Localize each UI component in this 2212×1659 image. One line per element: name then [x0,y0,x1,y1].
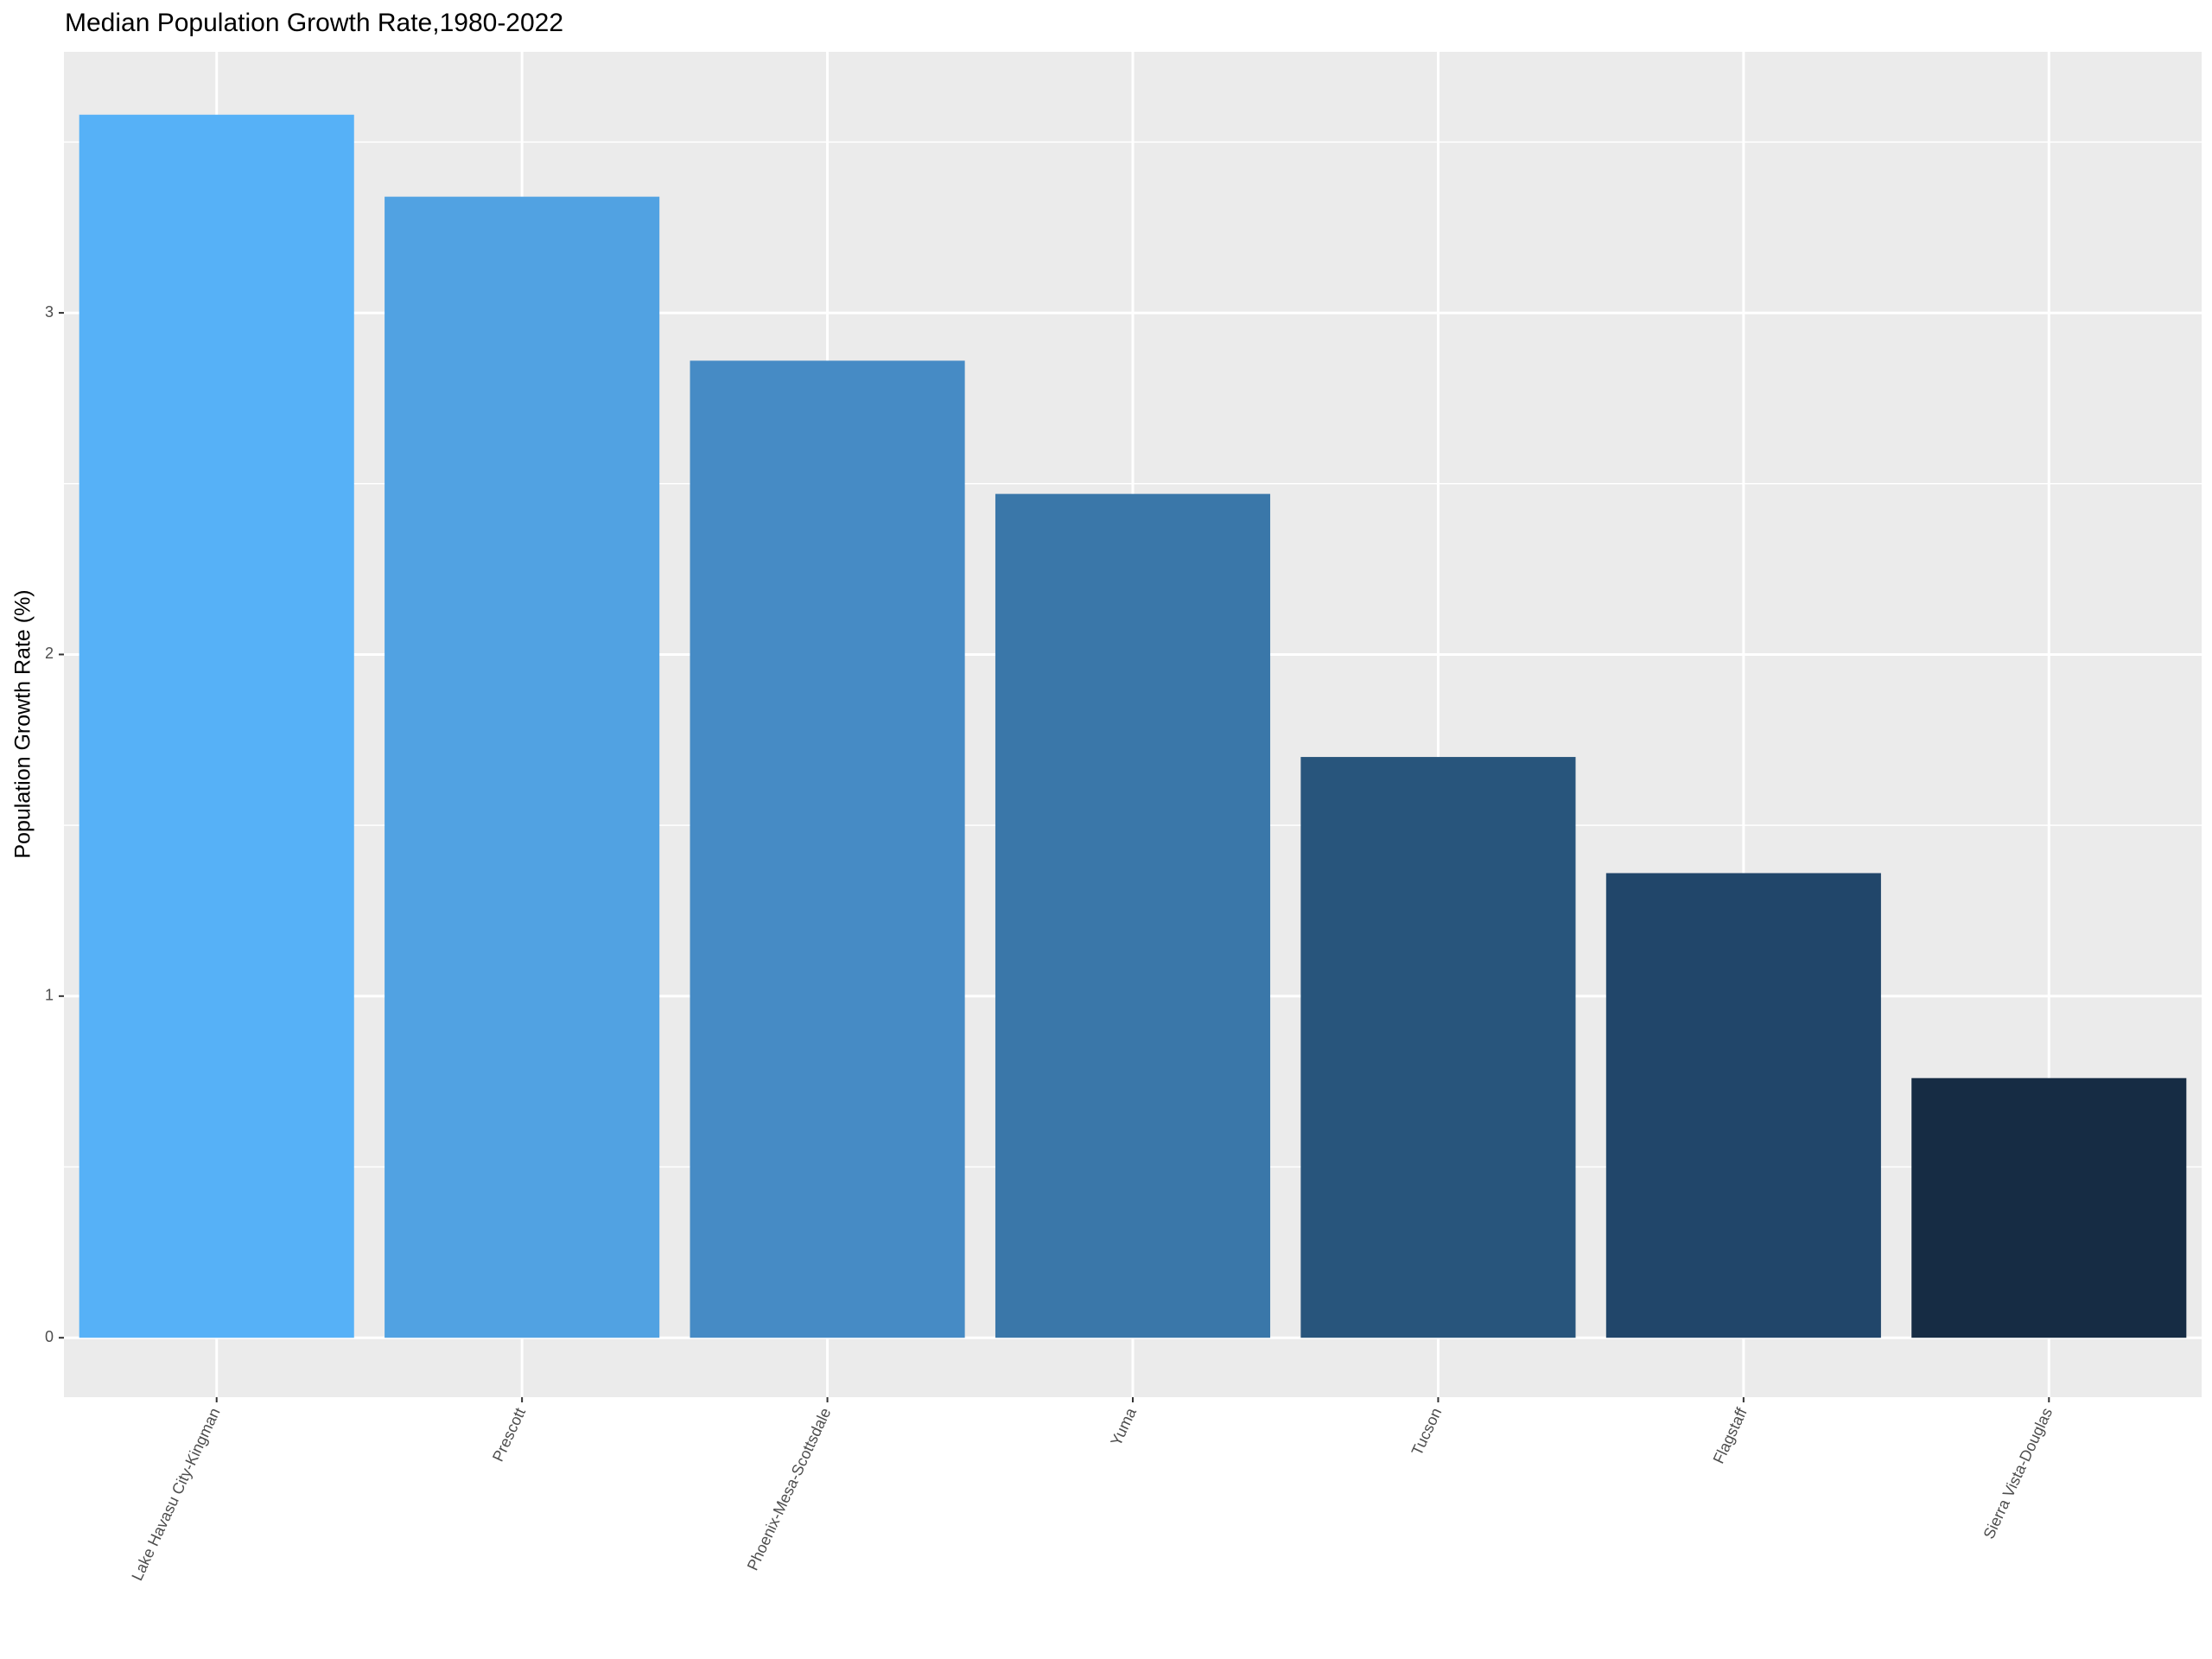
bar [1605,873,1881,1338]
y-tick-label: 3 [45,303,54,321]
y-tick-label: 0 [45,1328,54,1345]
x-tick-label: Flagstaff [1710,1404,1751,1466]
y-tick-label: 1 [45,987,54,1004]
y-axis-label: Population Growth Rate (%) [11,589,35,858]
bar [1300,757,1576,1338]
bar [1911,1077,2187,1338]
x-tick-label: Phoenix-Mesa-Scottsdale [744,1405,835,1573]
x-tick-label: Yuma [1107,1404,1140,1448]
bar [79,114,354,1338]
x-tick-label: Sierra Vista-Douglas [1980,1405,2056,1541]
bar [995,493,1271,1338]
x-tick-label: Lake Havasu City-Kingman [128,1405,223,1583]
x-tick-label: Prescott [489,1405,529,1464]
chart-title: Median Population Growth Rate,1980-2022 [65,9,563,37]
bar [385,196,660,1338]
y-tick-label: 2 [45,645,54,662]
x-tick-label: Tucson [1408,1405,1446,1458]
bar [690,360,965,1338]
